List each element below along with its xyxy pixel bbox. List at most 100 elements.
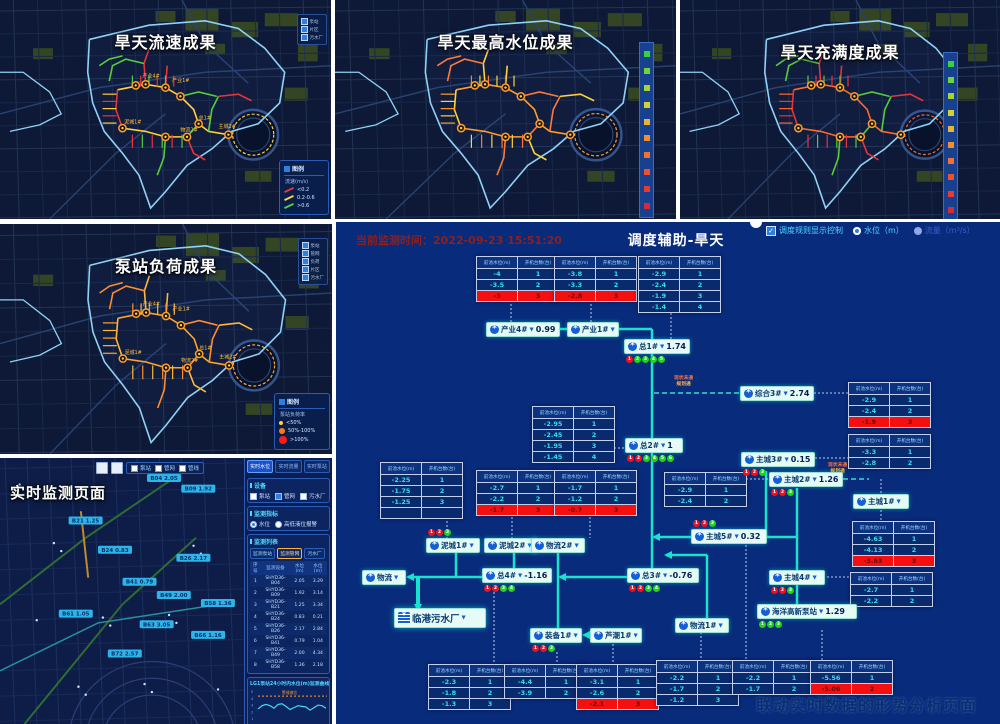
station-chip[interactable]: B24 0.83 (98, 545, 132, 554)
dropdown-triangle-icon[interactable]: ▼ (896, 498, 901, 505)
dropdown-triangle-icon[interactable]: ▼ (469, 542, 474, 549)
monitor-point[interactable] (192, 544, 195, 547)
layer-item[interactable]: 片区 (300, 26, 324, 33)
pump-node-zong4[interactable]: * 总4# ▼ -1.16 (482, 568, 552, 583)
layer-item[interactable]: 污水厂 (301, 274, 324, 281)
layer-item[interactable]: 泵站 (301, 242, 325, 249)
pump-node-nicheng1[interactable]: * 泥城1# ▼ (426, 538, 480, 553)
layer-checkbox-icon[interactable] (301, 266, 309, 273)
dropdown-triangle-icon[interactable]: ▼ (610, 326, 615, 333)
dropdown-triangle-icon[interactable]: ▼ (529, 326, 534, 333)
pump-node-zhuangbei1[interactable]: * 装备1# ▼ (530, 628, 582, 643)
map-canvas-fullness[interactable] (680, 0, 1000, 219)
table-row[interactable]: 1 SHYD36-B04 2.05 3.29 (250, 575, 327, 587)
list-filter-button[interactable]: 污水厂 (304, 548, 325, 559)
pump-node-zonghe3[interactable]: * 综合3# ▼ 2.74 (740, 386, 814, 401)
table-row[interactable]: 7 SHYD36-B49 2.00 4.34 (250, 647, 327, 659)
monitor-point[interactable] (175, 621, 178, 625)
layer-checkbox-icon[interactable] (301, 258, 309, 265)
dropdown-triangle-icon[interactable]: ▼ (461, 615, 466, 621)
map-canvas-velocity[interactable]: 产业4# 产业1# 总1# 泥城1# 物流2# 主城2# (0, 0, 331, 219)
table-row[interactable]: 5 SHYD36-B26 2.17 2.84 (250, 623, 327, 635)
station-chip[interactable]: B58 1.36 (200, 598, 235, 607)
table-row[interactable]: 2 SHYD36-B09 1.92 3.14 (250, 587, 327, 599)
pump-node-wuliu[interactable]: * 物流 ▼ (362, 570, 406, 585)
layer-checkbox-icon[interactable] (301, 274, 309, 281)
map-canvas-max-level[interactable] (335, 0, 676, 219)
station-chip[interactable]: B72 2.57 (107, 649, 142, 658)
pump-node-haiyang[interactable]: * 海洋高新泵站 ▼ 1.29 (757, 604, 857, 619)
pump-node-plant[interactable]: * 临港污水厂 ▼ (394, 608, 486, 628)
dropdown-triangle-icon[interactable]: ▼ (663, 572, 668, 579)
map-canvas-realtime[interactable]: B04 2.05 B09 1.92 B21 1.25 B24 0.83 B26 2.17… (0, 458, 245, 724)
checkbox-icon[interactable] (300, 492, 308, 500)
table-row[interactable]: 6 SHYD36-B41 0.79 1.04 (250, 635, 327, 647)
dropdown-triangle-icon[interactable]: ▼ (660, 343, 665, 350)
monitor-point[interactable] (143, 682, 146, 686)
device-option[interactable]: 泵站 (250, 492, 270, 500)
dropdown-triangle-icon[interactable]: ▼ (819, 608, 824, 615)
sidebar-tab[interactable]: 实时流量 (275, 460, 302, 473)
pump-node-nicheng2[interactable]: * 泥城2# ▼ (484, 538, 538, 553)
dropdown-triangle-icon[interactable]: ▼ (783, 390, 788, 397)
pump-node-zhucheng3[interactable]: * 主城3# ▼ 0.15 (741, 452, 815, 467)
rule-display-toggle[interactable]: ✓ 调度规则显示控制 (766, 225, 843, 236)
table-row[interactable]: 4 SHYD36-B24 0.83 0.21 (250, 611, 327, 623)
pump-node-zhucheng2[interactable]: * 主城2# ▼ 1.26 (769, 472, 843, 487)
station-chip[interactable]: B66 1.16 (191, 630, 226, 639)
layer-list[interactable]: 泵站 管网 负荷 片区 污水厂 (297, 238, 328, 285)
radio-off-icon[interactable] (913, 226, 922, 235)
map-layer-toggle[interactable]: 管线 (179, 464, 199, 472)
layer-checkbox-icon[interactable] (301, 242, 309, 249)
sidebar-tab[interactable]: 实时水位 (247, 460, 274, 473)
locate-icon[interactable] (111, 462, 123, 474)
dropdown-triangle-icon[interactable]: ▼ (812, 574, 817, 581)
map-layer-toggle[interactable]: 管网 (155, 464, 175, 472)
pump-node-zong3[interactable]: * 总3# ▼ -0.76 (627, 568, 699, 583)
dropdown-triangle-icon[interactable]: ▼ (573, 632, 578, 639)
dropdown-triangle-icon[interactable]: ▼ (812, 476, 817, 483)
metric-option[interactable]: 水位 (250, 520, 270, 528)
pump-node-zong2[interactable]: * 总2# ▼ 1 (625, 438, 683, 453)
monitor-point[interactable] (167, 613, 171, 617)
layer-item[interactable]: 管网 (301, 250, 325, 257)
monitor-point[interactable] (101, 616, 105, 619)
monitor-point[interactable] (84, 693, 87, 696)
station-chip[interactable]: B09 1.92 (181, 484, 216, 493)
radio-icon[interactable] (250, 520, 257, 528)
radio-flow[interactable]: 流量（m³/s） (913, 225, 975, 236)
map-layer-toggle[interactable]: 泵站 (131, 464, 151, 472)
layer-item[interactable]: 负荷 (301, 258, 325, 265)
pump-node-zhucheng1[interactable]: * 主城1# ▼ (853, 494, 909, 509)
pump-node-zhucheng5[interactable]: * 主城5# ▼ 0.32 (691, 529, 767, 544)
list-filter-button[interactable]: 监测泵站 (250, 548, 276, 559)
monitor-point[interactable] (150, 690, 154, 694)
dropdown-triangle-icon[interactable]: ▼ (518, 572, 523, 579)
layers-icon[interactable] (96, 462, 108, 474)
pump-node-chanye4[interactable]: * 产业4# ▼ 0.99 (486, 322, 560, 337)
checkbox-icon[interactable] (250, 492, 257, 500)
dropdown-triangle-icon[interactable]: ▼ (661, 442, 666, 449)
radio-icon[interactable] (275, 520, 283, 528)
pump-node-zong1[interactable]: * 总1# ▼ 1.74 (624, 339, 690, 354)
pump-node-chanye1[interactable]: * 产业1# ▼ (567, 322, 619, 337)
checkbox-icon[interactable] (179, 464, 187, 472)
radio-water-level[interactable]: 水位（m） (853, 225, 904, 236)
monitor-point[interactable] (109, 624, 112, 627)
map-canvas-pump-load[interactable]: 产业4# 产业1# 总1# 泥城1# 物流2# 主城2# (0, 224, 332, 454)
station-chip[interactable]: B26 2.17 (176, 553, 211, 562)
layer-list[interactable]: 泵站 片区 污水厂 (296, 14, 327, 45)
pump-node-wuliu1[interactable]: * 物流1# ▼ (675, 618, 729, 633)
station-chip[interactable]: B41 0.79 (122, 577, 157, 586)
pump-node-luchao1[interactable]: * 芦潮1# ▼ (590, 628, 642, 643)
checkbox-checked-icon[interactable]: ✓ (766, 225, 776, 236)
table-row[interactable]: 8 SHYD36-B58 1.36 2.18 (250, 659, 327, 671)
sidebar-tab[interactable]: 实时泵站 (303, 460, 330, 473)
layer-checkbox-icon[interactable] (300, 26, 308, 33)
layer-item[interactable]: 泵站 (300, 18, 324, 25)
table-row[interactable]: 3 SHYD36-B21 1.25 3.34 (250, 599, 327, 611)
layer-checkbox-icon[interactable] (300, 18, 308, 25)
dropdown-triangle-icon[interactable]: ▼ (574, 542, 579, 549)
dropdown-triangle-icon[interactable]: ▼ (394, 574, 399, 581)
list-filter-button[interactable]: 监测管网 (277, 548, 303, 559)
